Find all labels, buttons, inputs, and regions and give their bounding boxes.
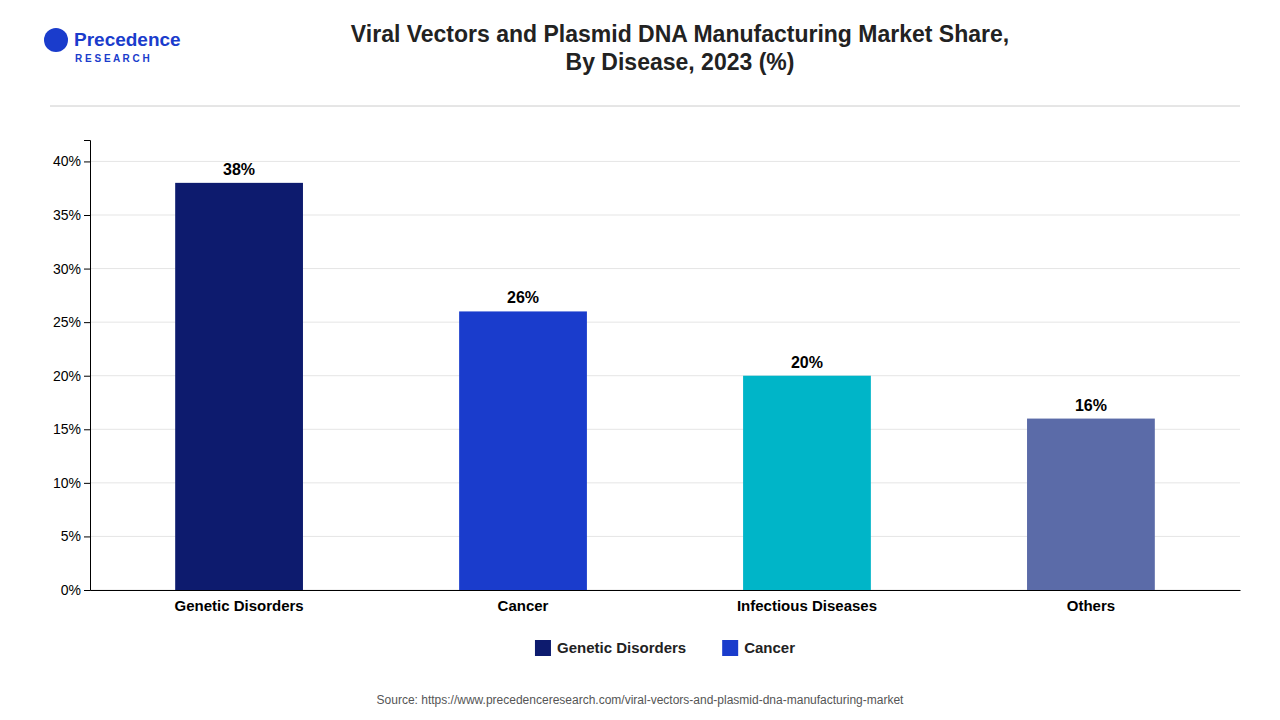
y-tick-mark — [84, 161, 90, 162]
y-tick: 15% — [53, 421, 90, 437]
logo-subtext: R E S E A R C H — [75, 53, 150, 64]
legend-swatch — [722, 640, 738, 656]
y-tick-label: 10% — [53, 475, 81, 491]
legend-item: Genetic Disorders — [535, 639, 686, 656]
y-tick: 40% — [53, 153, 90, 169]
x-tick-label: Infectious Diseases — [737, 597, 877, 614]
y-tick-label: 30% — [53, 261, 81, 277]
legend: Genetic Disorders Cancer — [535, 639, 795, 656]
y-tick: 5% — [61, 528, 90, 544]
legend-item: Cancer — [722, 639, 795, 656]
legend-label: Genetic Disorders — [557, 639, 686, 656]
legend-label: Cancer — [744, 639, 795, 656]
y-tick-label: 35% — [53, 207, 81, 223]
y-tick-mark — [84, 376, 90, 377]
y-tick-label: 25% — [53, 314, 81, 330]
bar — [175, 183, 303, 590]
source: Source: https://www.precedenceresearch.c… — [377, 693, 905, 707]
bar — [1027, 419, 1155, 590]
data-label: 20% — [791, 354, 823, 371]
y-tick: 0% — [61, 582, 90, 598]
x-tick: Infectious Diseases — [737, 597, 877, 614]
x-tick: Genetic Disorders — [174, 597, 303, 614]
x-axis-line — [91, 590, 1241, 591]
chart: Precedence R E S E A R C H Viral Vectors a… — [0, 0, 1280, 720]
title-line: By Disease, 2023 (%) — [566, 49, 795, 75]
data-label: 38% — [223, 161, 255, 178]
x-axis: Genetic Disorders Cancer Infectious Diseas… — [91, 591, 1241, 614]
y-tick-label: 15% — [53, 421, 81, 437]
y-tick: 25% — [53, 314, 90, 330]
data-label: 26% — [507, 289, 539, 306]
y-tick-label: 5% — [61, 528, 81, 544]
y-tick-mark — [84, 269, 90, 270]
x-tick: Others — [1067, 597, 1115, 614]
y-tick: 20% — [53, 368, 90, 384]
y-tick: 30% — [53, 261, 90, 277]
data-label: 16% — [1075, 397, 1107, 414]
x-tick: Cancer — [498, 597, 549, 614]
y-axis-line — [84, 141, 91, 591]
y-tick: 10% — [53, 475, 90, 491]
y-tick-mark — [84, 429, 90, 430]
y-tick-label: 0% — [61, 582, 81, 598]
logo-icon — [44, 28, 68, 52]
logo-text: Precedence — [74, 29, 181, 50]
y-tick-mark — [84, 322, 90, 323]
x-tick-label: Others — [1067, 597, 1115, 614]
grid — [90, 161, 1240, 590]
y-tick-mark — [84, 483, 90, 484]
grid-line — [90, 161, 1240, 162]
y-axis: 0% 5% 10% 15% 20% 25% 30% 35% 40% — [53, 141, 91, 598]
title-line: Viral Vectors and Plasmid DNA Manufactur… — [351, 21, 1009, 47]
bar — [743, 376, 871, 590]
x-tick-label: Genetic Disorders — [174, 597, 303, 614]
y-tick: 35% — [53, 207, 90, 223]
bar — [459, 311, 587, 590]
y-tick-mark — [84, 590, 90, 591]
y-tick-label: 20% — [53, 368, 81, 384]
data-labels: 38% 26% 20% 16% — [223, 161, 1107, 414]
separator — [50, 106, 1240, 107]
y-tick-mark — [84, 536, 90, 537]
x-tick-label: Cancer — [498, 597, 549, 614]
y-tick-mark — [84, 215, 90, 216]
y-tick-label: 40% — [53, 153, 81, 169]
legend-swatch — [535, 640, 551, 656]
bars — [175, 183, 1155, 590]
title: Viral Vectors and Plasmid DNA Manufactur… — [351, 21, 1009, 75]
